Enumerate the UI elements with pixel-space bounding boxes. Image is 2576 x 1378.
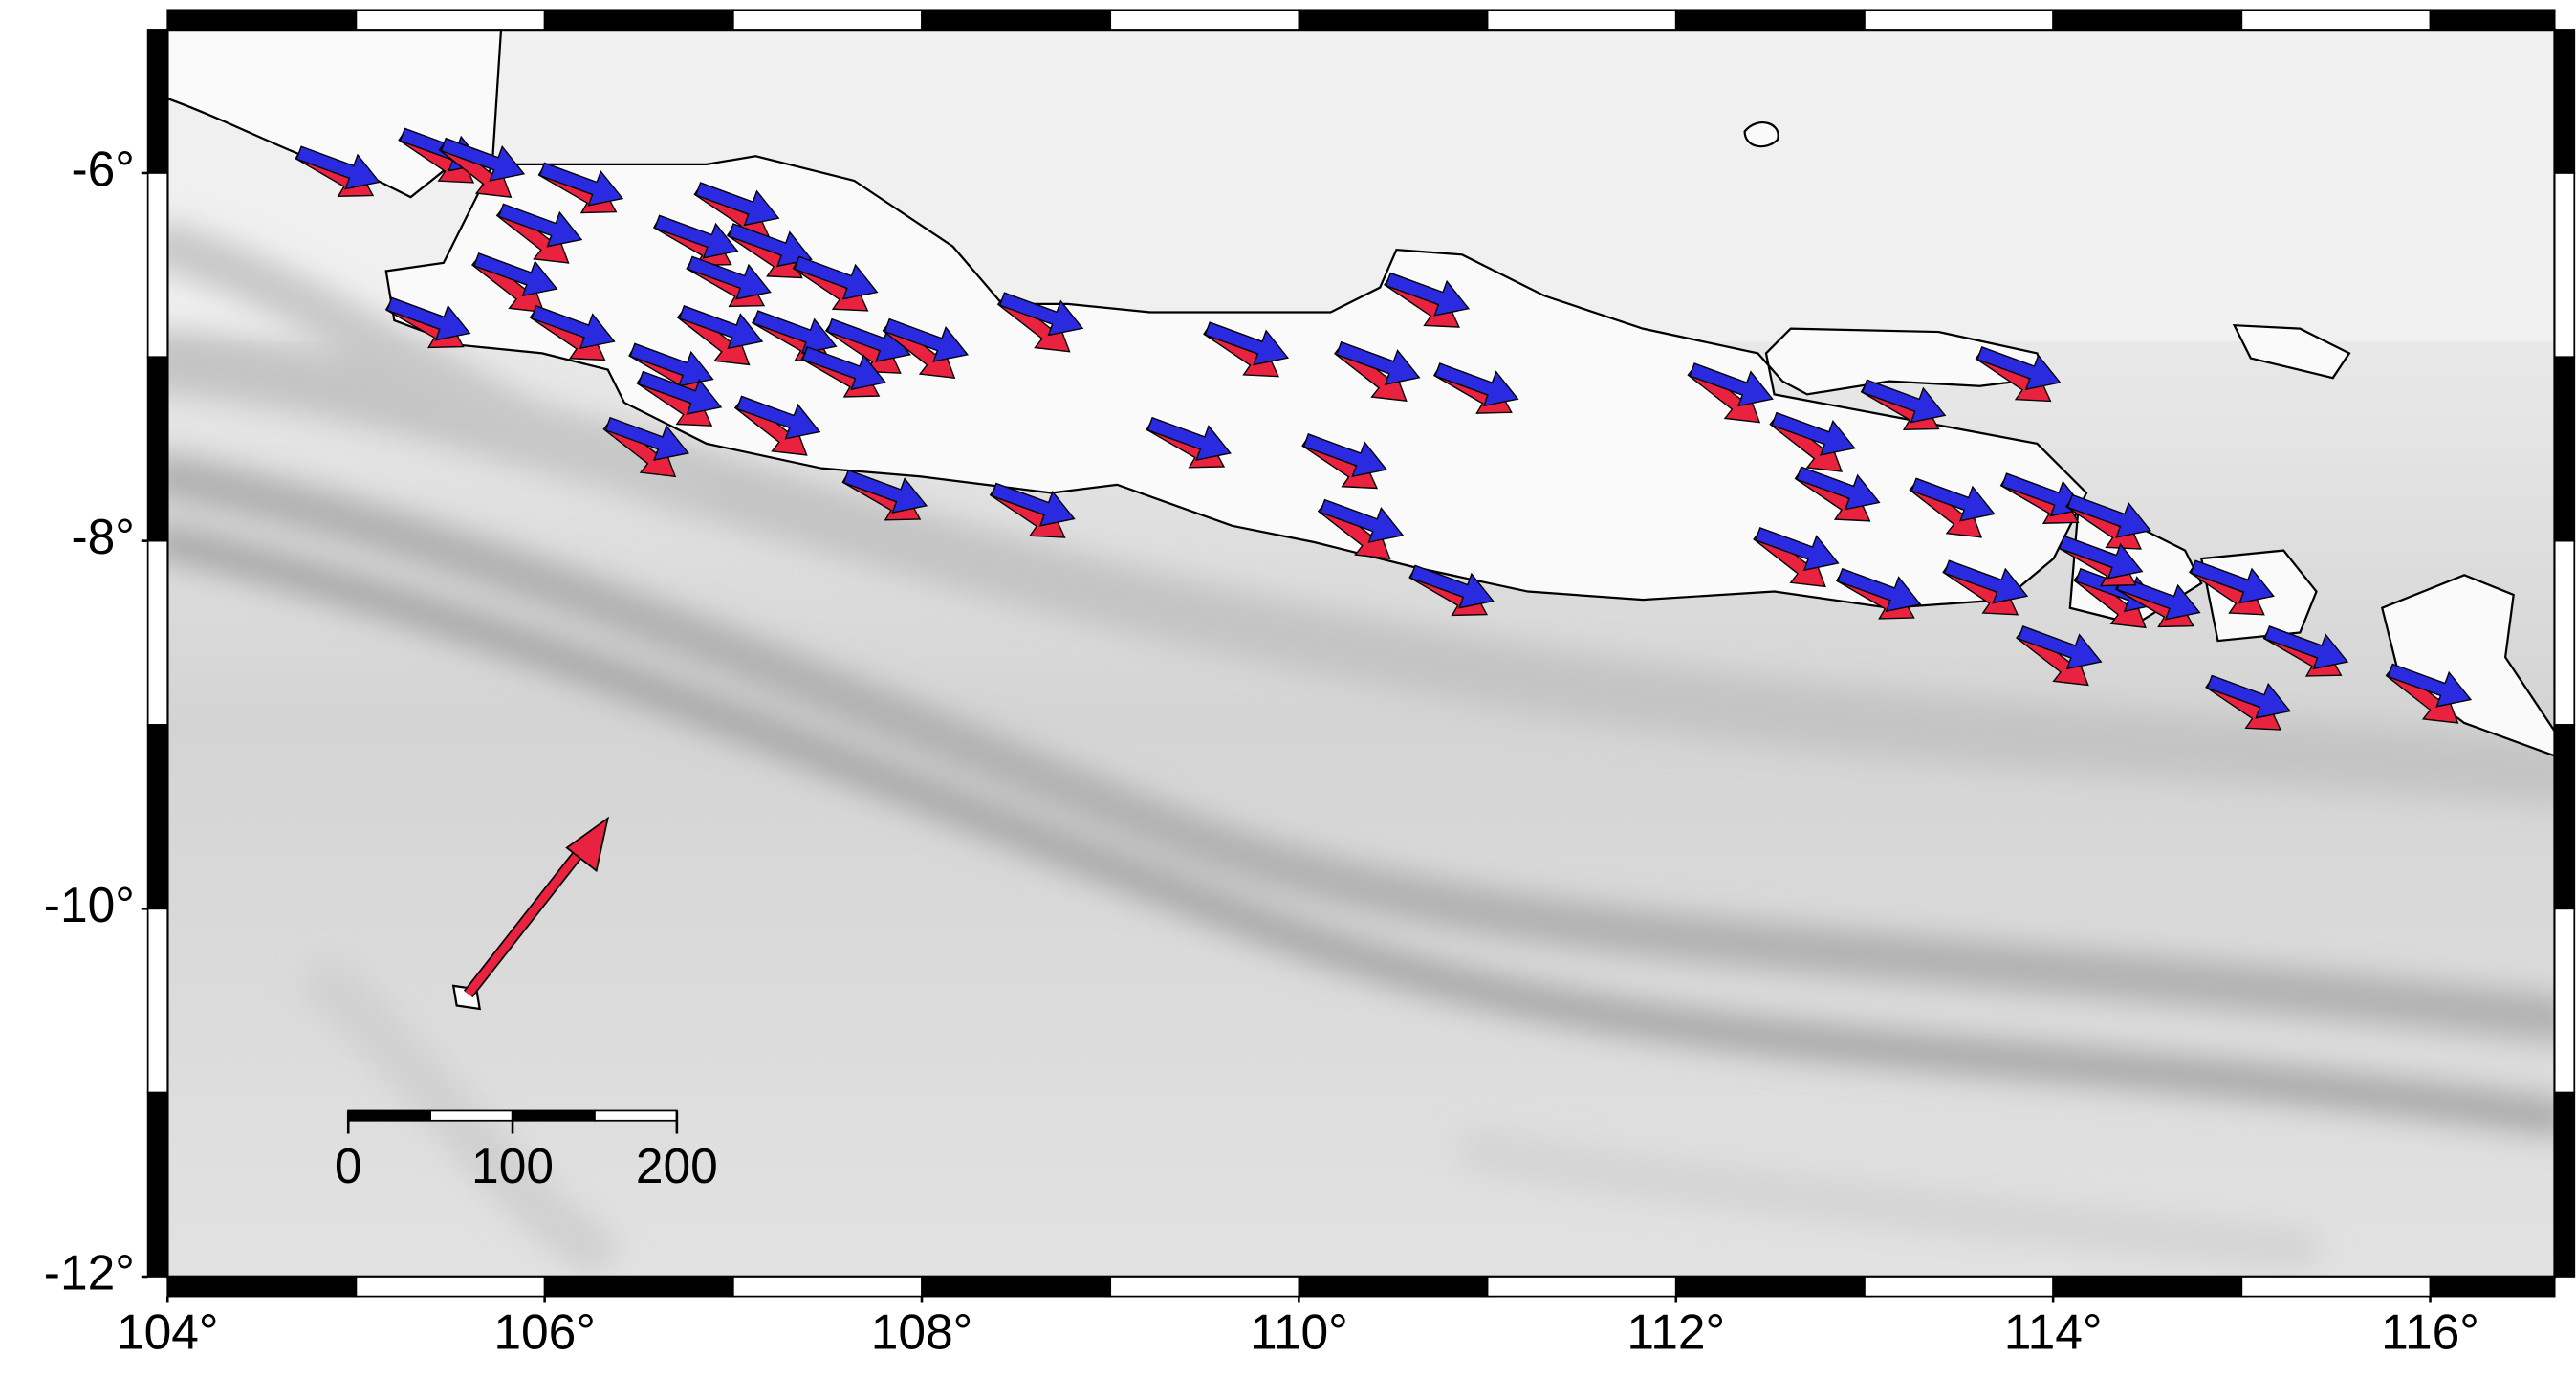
relief	[167, 30, 2554, 1277]
map: 104° 106° 108° 110° 112° 114° 116° -6° -8° -10° -1…	[0, 0, 2576, 1378]
frame-segment	[733, 10, 922, 30]
frame-segment	[356, 1277, 544, 1297]
frame-segment	[148, 173, 168, 357]
frame-segment	[1488, 10, 1676, 30]
y-tick-label: -10°	[44, 877, 135, 932]
y-tick-label: -8°	[71, 509, 134, 564]
page: {"map": { "xlim": [104, 116.66], "ylim":…	[0, 0, 2576, 1378]
frame-segment	[148, 357, 168, 540]
scale-label: 0	[335, 1138, 362, 1193]
frame-segment	[2555, 908, 2575, 1092]
frame-segment	[2431, 1277, 2555, 1297]
frame-segment	[1865, 10, 2053, 30]
frame-segment	[2431, 10, 2555, 30]
y-tick-label: -6°	[71, 142, 134, 197]
frame-segment	[1676, 1277, 1865, 1297]
frame-segment	[1299, 1277, 1487, 1297]
frame-segment	[2241, 10, 2430, 30]
frame-segment	[2555, 357, 2575, 540]
frame-segment	[1676, 10, 1865, 30]
frame-segment	[148, 1093, 168, 1277]
scale-segment	[513, 1110, 595, 1120]
frame-segment	[2053, 1277, 2241, 1297]
x-tick-label: 116°	[2381, 1303, 2479, 1359]
frame-segment	[2555, 1093, 2575, 1277]
frame-segment	[1110, 10, 1299, 30]
x-tick-label: 104°	[117, 1303, 219, 1359]
y-tick-label: -12°	[44, 1245, 135, 1301]
frame-segment	[545, 1277, 733, 1297]
frame-segment	[2555, 30, 2575, 173]
frame-segment	[922, 1277, 1110, 1297]
frame-segment	[2555, 725, 2575, 908]
frame-segment	[148, 725, 168, 908]
scale-segment	[595, 1110, 677, 1120]
frame-segment	[167, 1277, 356, 1297]
x-tick-label: 106°	[493, 1303, 596, 1359]
x-tick-label: 112°	[1626, 1303, 1725, 1359]
scale-label: 100	[471, 1138, 554, 1193]
x-tick-label: 114°	[2004, 1303, 2103, 1359]
frame-segment	[1865, 1277, 2053, 1297]
x-tick-label: 110°	[1250, 1303, 1348, 1359]
frame-segment	[1299, 10, 1487, 30]
frame-segment	[2555, 541, 2575, 725]
frame-segment	[545, 10, 733, 30]
scale-segment	[430, 1110, 513, 1120]
frame-segment	[2555, 173, 2575, 357]
frame-segment	[148, 30, 168, 173]
frame-segment	[148, 908, 168, 1092]
frame-segment	[733, 1277, 922, 1297]
frame-segment	[2241, 1277, 2430, 1297]
frame-segment	[1110, 1277, 1299, 1297]
scale-segment	[348, 1110, 430, 1120]
frame-segment	[922, 10, 1110, 30]
frame-segment	[167, 10, 356, 30]
frame-segment	[1488, 1277, 1676, 1297]
frame-segment	[356, 10, 544, 30]
frame-segment	[148, 541, 168, 725]
scale-label: 200	[636, 1138, 718, 1193]
frame-segment	[2053, 10, 2241, 30]
x-tick-label: 108°	[871, 1303, 973, 1359]
